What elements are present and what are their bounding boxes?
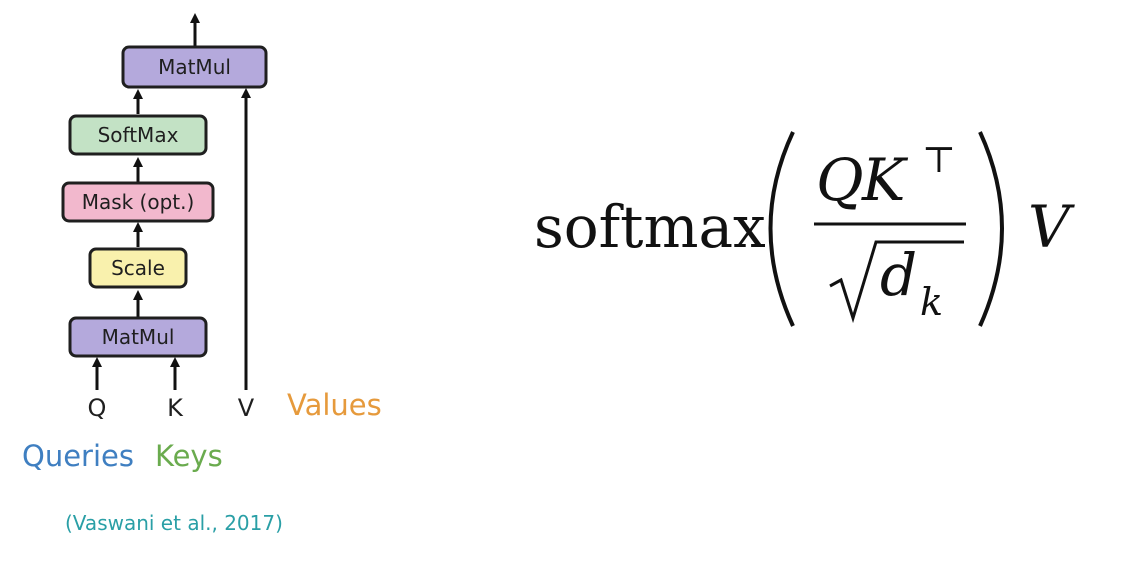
- input-v-label: V: [238, 394, 255, 422]
- formula-transpose: ⊤: [922, 140, 956, 181]
- block-matmul-top: MatMul: [121, 45, 268, 89]
- block-mask-box: [61, 181, 215, 223]
- block-softmax-label: SoftMax: [98, 123, 179, 147]
- formula-denominator-subscript: k: [920, 280, 943, 324]
- formula-multiplier-v: V: [1028, 193, 1075, 261]
- block-mask: Mask (opt.): [61, 181, 215, 223]
- formula-right-paren: [978, 131, 1004, 327]
- citation: (Vaswani et al., 2017): [65, 511, 283, 535]
- block-mask-label: Mask (opt.): [82, 190, 195, 214]
- block-matmul-top-label: MatMul: [158, 55, 231, 79]
- formula-numerator-q: Q: [816, 146, 864, 214]
- block-softmax-box: [68, 114, 208, 156]
- formula-sqrt-sign: [829, 240, 964, 324]
- block-scale-box: [88, 247, 188, 289]
- attention-formula: softmax Q K ⊤ d k V: [534, 131, 1075, 327]
- formula-denominator-d: d: [880, 241, 917, 309]
- input-q-label: Q: [88, 394, 107, 422]
- block-matmul-top-box: [121, 45, 268, 89]
- legend-queries: Queries: [22, 439, 134, 473]
- formula-numerator-k: K: [861, 146, 909, 214]
- block-softmax: SoftMax: [68, 114, 208, 156]
- block-matmul-bottom-box: [68, 316, 208, 358]
- legend-keys: Keys: [155, 439, 223, 473]
- formula-softmax: softmax: [534, 193, 766, 261]
- block-matmul-bottom-label: MatMul: [102, 325, 175, 349]
- legend-values: Values: [287, 388, 382, 422]
- flow-arrows: [92, 13, 251, 390]
- block-scale: Scale: [88, 247, 188, 289]
- block-matmul-bottom: MatMul: [68, 316, 208, 358]
- input-k-label: K: [167, 394, 184, 422]
- formula-left-paren: [768, 131, 795, 327]
- block-scale-label: Scale: [111, 256, 165, 280]
